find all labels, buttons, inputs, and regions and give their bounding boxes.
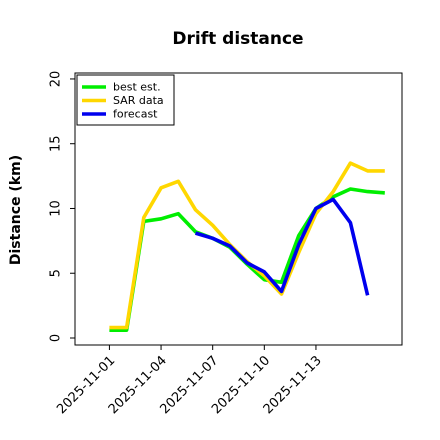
legend-entry: forecast bbox=[113, 108, 158, 121]
y-tick-label: 0 bbox=[49, 334, 64, 342]
y-tick-label: 10 bbox=[49, 200, 64, 217]
legend-entry: best est. bbox=[113, 81, 161, 94]
plot-frame bbox=[74, 72, 403, 346]
y-tick-label: 15 bbox=[49, 135, 64, 152]
series-line-forecast bbox=[194, 197, 370, 296]
legend-entry: SAR data bbox=[113, 94, 164, 107]
chart-title: Drift distance bbox=[172, 29, 303, 49]
series-line-sar-data bbox=[109, 161, 385, 330]
y-axis-label: Distance (km) bbox=[8, 155, 24, 265]
y-tick-label: 20 bbox=[49, 71, 64, 88]
y-tick-label: 5 bbox=[49, 269, 64, 277]
plot-area: 051015202025-11-012025-11-042025-11-0720… bbox=[49, 71, 403, 417]
